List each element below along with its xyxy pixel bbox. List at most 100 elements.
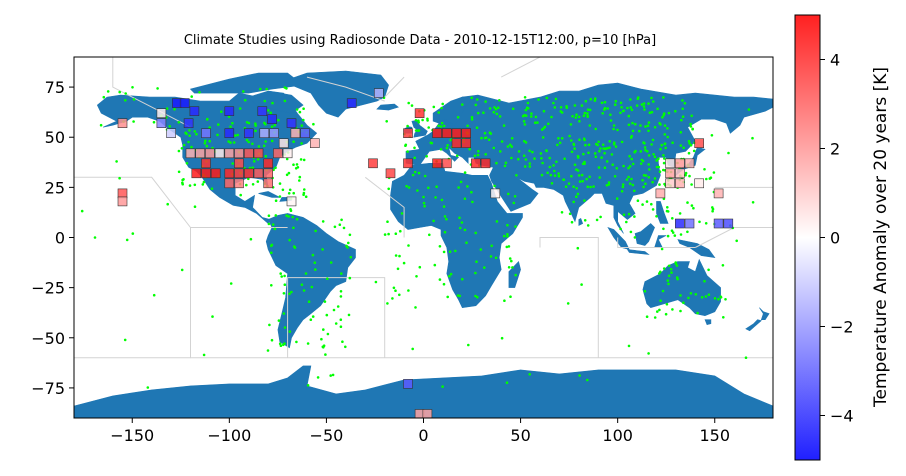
station-dot-191: [666, 127, 669, 130]
station-dot-838: [180, 268, 184, 272]
station-dot-218: [666, 135, 669, 139]
station-dot-846: [744, 356, 748, 360]
station-dot-660: [627, 212, 631, 216]
station-dot-500: [434, 196, 437, 199]
station-dot-896: [295, 217, 299, 221]
radiosonde-stations: [80, 86, 755, 389]
station-dot-18: [689, 143, 693, 147]
station-dot-58: [648, 111, 652, 115]
station-dot-626: [322, 344, 326, 348]
station-dot-675: [622, 164, 625, 168]
station-dot-510: [510, 259, 513, 263]
station-dot-140: [664, 146, 667, 150]
station-dot-712: [633, 215, 636, 218]
station-dot-13: [681, 107, 684, 111]
station-dot-439: [231, 162, 234, 165]
station-dot-187: [547, 122, 550, 126]
map-axes: −150 −100 −50 0 50 100 150 −75 −50 −25 0 25 50 75: [31, 56, 774, 445]
station-dot-339: [502, 124, 506, 127]
station-dot-571: [387, 232, 390, 236]
station-dot-192: [572, 142, 575, 146]
station-dot-677: [686, 230, 689, 234]
station-dot-244: [539, 152, 543, 155]
station-dot-643: [288, 238, 292, 242]
station-dot-73: [689, 122, 692, 126]
station-dot-124: [573, 104, 577, 107]
station-dot-599: [290, 290, 293, 294]
station-dot-393: [190, 145, 193, 149]
station-dot-522: [435, 185, 438, 188]
station-dot-397: [188, 134, 191, 137]
station-dot-23: [647, 176, 651, 179]
station-dot-861: [578, 374, 581, 377]
station-dot-243: [684, 171, 688, 175]
station-dot-321: [528, 162, 532, 165]
station-dot-78: [592, 185, 595, 188]
station-dot-742: [666, 279, 670, 282]
station-dot-546: [423, 204, 426, 208]
anomaly-marker-37: [234, 168, 244, 179]
station-dot-114: [642, 105, 646, 108]
station-dot-72: [557, 137, 560, 140]
station-dot-209: [626, 106, 629, 110]
station-dot-669: [586, 224, 590, 227]
colorbar-tick-label: −4: [830, 407, 854, 426]
station-dot-402: [217, 123, 220, 126]
station-dot-472: [253, 160, 256, 163]
station-dot-352: [477, 149, 480, 153]
station-dot-693: [666, 234, 670, 238]
station-dot-51: [552, 101, 555, 105]
station-dot-545: [442, 205, 446, 208]
station-dot-578: [400, 212, 404, 215]
colorbar-tick-label: −2: [830, 318, 854, 337]
station-dot-831: [146, 386, 150, 389]
anomaly-marker-11: [224, 128, 235, 138]
station-dot-739: [703, 279, 706, 283]
station-dot-63: [639, 124, 642, 127]
station-dot-505: [463, 197, 467, 200]
station-dot-442: [202, 180, 206, 184]
anomaly-marker-45: [117, 188, 128, 199]
border-line-7: [539, 237, 599, 358]
anomaly-marker-70: [665, 168, 675, 179]
station-dot-126: [588, 108, 592, 112]
station-dot-415: [227, 140, 230, 143]
station-dot-604: [282, 292, 286, 295]
station-dot-516: [479, 248, 483, 251]
station-dot-803: [243, 98, 247, 102]
station-dot-834: [374, 280, 378, 284]
station-dot-647: [314, 229, 317, 233]
station-dot-433: [195, 132, 198, 136]
station-dot-569: [506, 233, 509, 236]
anomaly-marker-76: [713, 188, 724, 199]
station-dot-83: [647, 154, 651, 157]
station-dot-266: [511, 107, 515, 111]
station-dot-167: [543, 125, 547, 129]
station-dot-709: [568, 212, 572, 216]
station-dot-549: [493, 184, 496, 188]
colorbar-tick-label: 4: [830, 51, 840, 70]
colorbar-gradient: [794, 14, 821, 461]
y-tick-label: −75: [31, 379, 65, 398]
land-iceland: [376, 103, 399, 111]
station-dot-566: [514, 273, 517, 277]
station-dot-554: [433, 263, 437, 267]
station-dot-642: [340, 218, 343, 222]
station-dot-237: [631, 162, 635, 166]
station-dot-496: [446, 295, 450, 299]
station-dot-214: [663, 142, 667, 145]
station-dot-405: [285, 157, 289, 161]
colorbar-tick-label: 0: [830, 229, 840, 248]
station-dot-639: [283, 283, 287, 287]
station-dot-517: [407, 186, 411, 189]
station-dot-719: [711, 209, 714, 213]
station-dot-525: [383, 233, 387, 236]
station-dot-537: [511, 266, 514, 269]
station-dot-141: [638, 129, 641, 133]
station-dot-476: [203, 142, 207, 145]
station-dot-634: [304, 272, 308, 275]
station-dot-65: [640, 103, 644, 106]
station-dot-38: [608, 140, 611, 143]
station-dot-423: [277, 118, 280, 122]
station-dot-152: [620, 140, 624, 144]
